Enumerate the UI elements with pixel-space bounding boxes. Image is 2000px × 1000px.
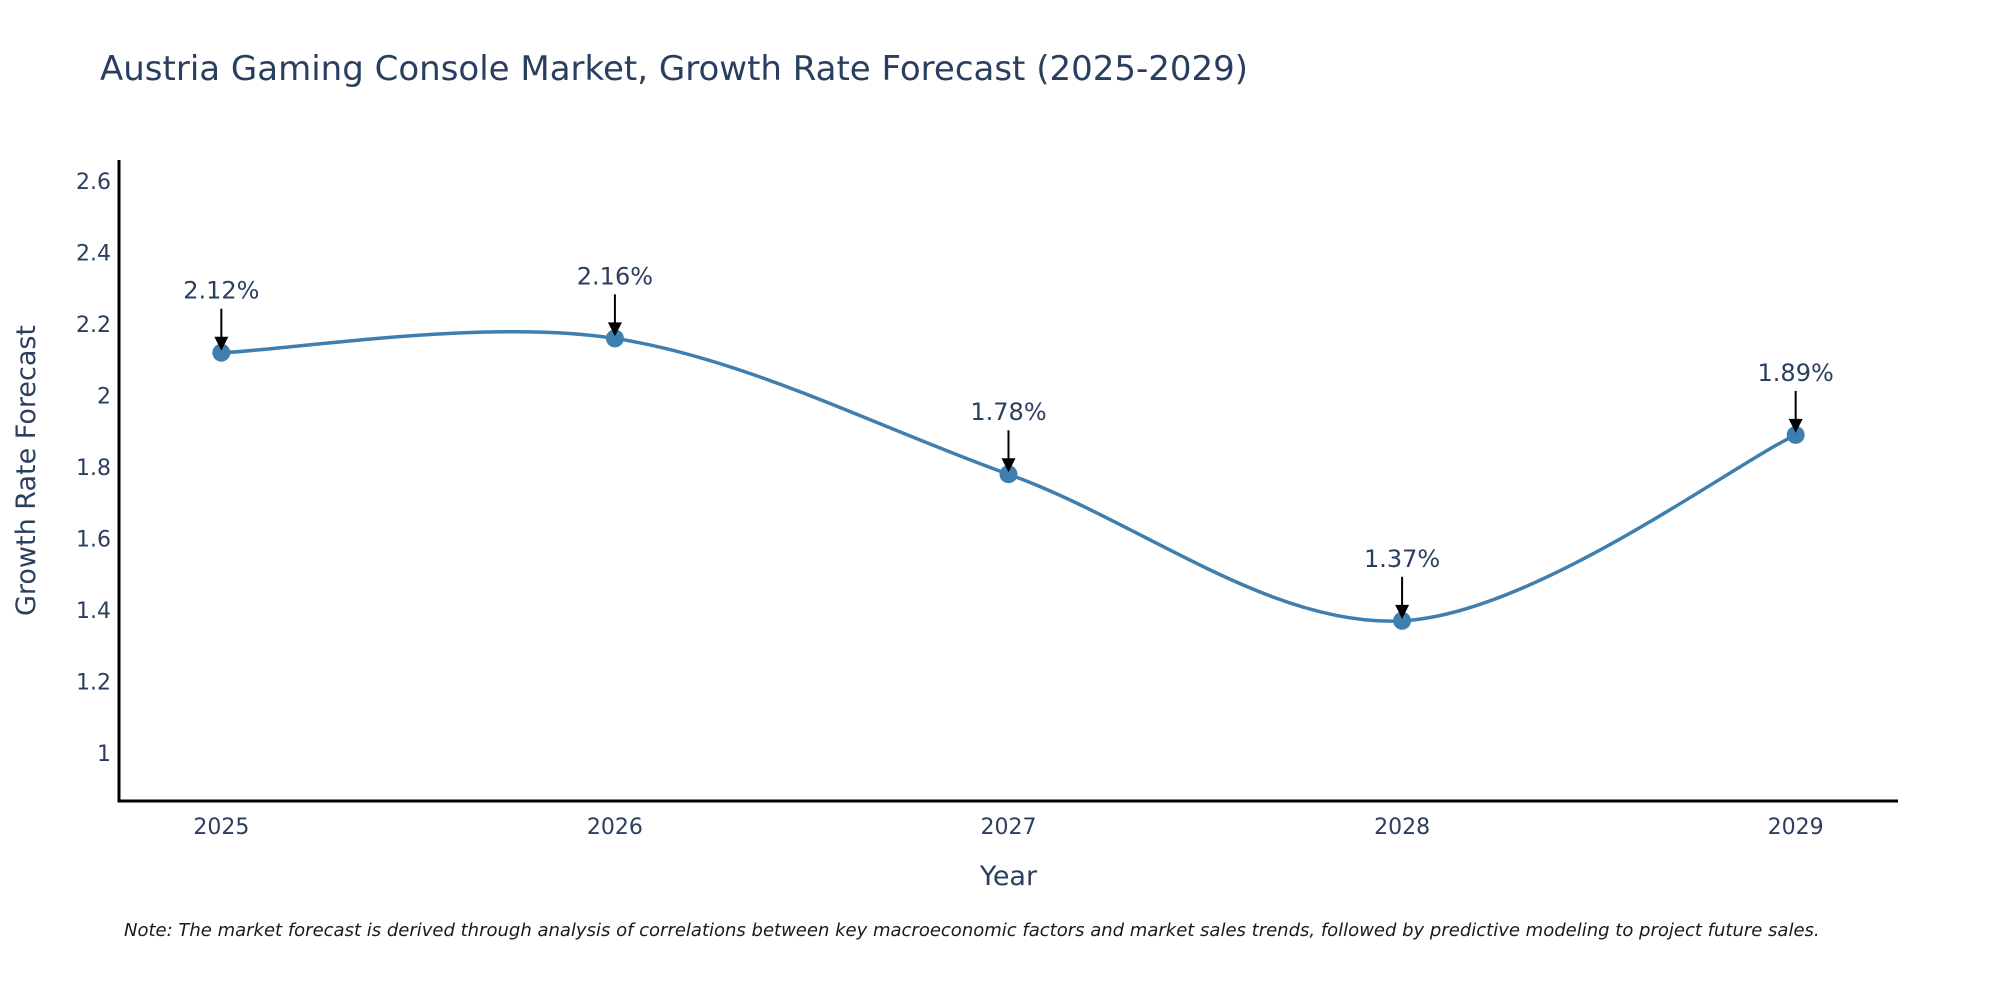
y-tick-label: 1.4: [76, 599, 111, 624]
data-label: 1.78%: [970, 398, 1046, 426]
x-tick-label: 2026: [587, 815, 643, 840]
series-markers: [212, 329, 1805, 630]
data-label: 1.37%: [1364, 545, 1440, 573]
data-label: 1.89%: [1758, 359, 1834, 387]
annotation-arrowhead-icon: [607, 322, 622, 337]
y-tick-label: 1.6: [76, 528, 111, 553]
x-axis-ticks: 2025 2026 2027 2028 2029: [193, 815, 1823, 840]
y-axis-ticks: 1 1.2 1.4 1.6 1.8 2 2.2 2.4 2.6: [76, 170, 111, 767]
y-tick-label: 1.8: [76, 456, 111, 481]
x-tick-label: 2027: [981, 815, 1037, 840]
x-tick-label: 2029: [1768, 815, 1824, 840]
data-label: 2.12%: [183, 277, 259, 305]
annotation-arrowhead-icon: [1001, 458, 1016, 473]
y-axis-title: Growth Rate Forecast: [11, 325, 42, 616]
data-label: 2.16%: [577, 262, 653, 290]
y-tick-label: 1.2: [76, 671, 111, 696]
x-tick-label: 2025: [193, 815, 249, 840]
data-point-marker[interactable]: [605, 329, 624, 348]
chart-title: Austria Gaming Console Market, Growth Ra…: [100, 49, 1248, 89]
x-tick-label: 2028: [1374, 815, 1430, 840]
annotation-arrowhead-icon: [1395, 604, 1410, 619]
data-point-marker[interactable]: [212, 343, 231, 362]
annotation-arrowhead-icon: [1788, 418, 1803, 433]
y-tick-label: 2.6: [76, 170, 111, 195]
y-tick-label: 2.2: [76, 313, 111, 338]
data-point-marker[interactable]: [999, 465, 1018, 484]
annotation-arrowhead-icon: [214, 336, 229, 351]
x-axis-title: Year: [979, 861, 1038, 892]
y-tick-label: 2: [97, 385, 111, 410]
y-tick-label: 2.4: [76, 242, 111, 267]
data-point-marker[interactable]: [1393, 611, 1412, 630]
data-point-marker[interactable]: [1786, 425, 1805, 444]
data-annotations: 2.12% 2.16% 1.78% 1.37% 1.89%: [183, 262, 1834, 619]
footnote: Note: The market forecast is derived thr…: [124, 920, 1820, 941]
y-tick-label: 1: [97, 742, 111, 767]
